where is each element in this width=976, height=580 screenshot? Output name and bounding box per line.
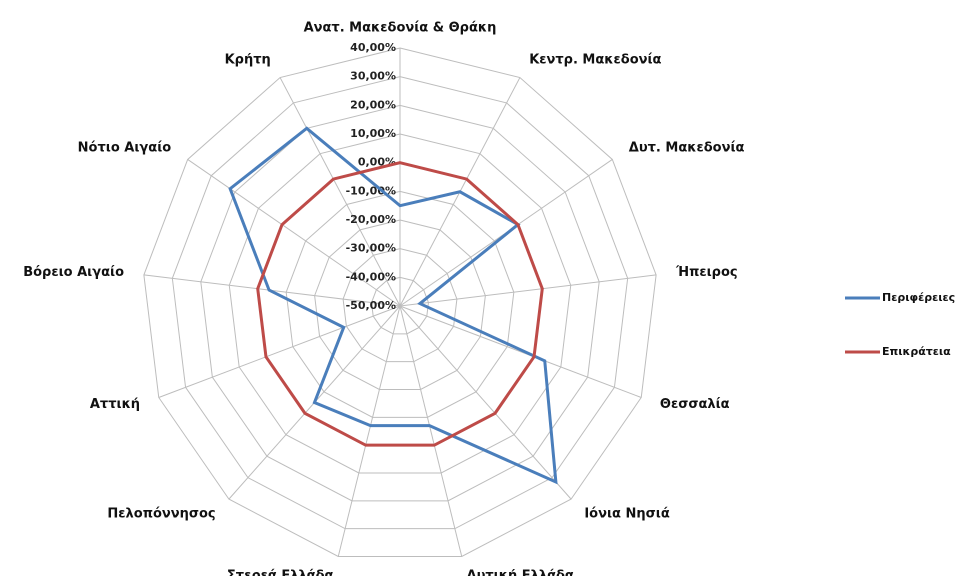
- category-label: Βόρειο Αιγαίο: [23, 265, 124, 280]
- y-tick-label: 20,00%: [350, 98, 396, 111]
- spoke: [158, 305, 401, 398]
- grid-line: [143, 47, 657, 558]
- grid-line: [228, 133, 572, 474]
- grid-line: [371, 276, 429, 335]
- spoke: [399, 305, 572, 500]
- grid-line: [171, 76, 629, 530]
- y-tick-label: 0,00%: [358, 156, 396, 169]
- y-tick-label: -10,00%: [346, 184, 396, 197]
- spoke: [187, 159, 401, 307]
- series-line: [256, 161, 544, 447]
- category-label: Ήπειρος: [675, 265, 738, 280]
- spoke: [279, 77, 401, 307]
- legend-label: Επικράτεια: [882, 345, 951, 358]
- y-tick-label: 30,00%: [350, 70, 396, 83]
- category-label: Νότιο Αιγαίο: [78, 141, 172, 156]
- category-label: Ανατ. Μακεδονία & Θράκη: [304, 21, 497, 36]
- category-label: Αττική: [90, 397, 140, 412]
- grid-line: [200, 104, 600, 502]
- category-label: Κρήτη: [225, 52, 271, 67]
- grid-line: [314, 219, 486, 391]
- category-label: Δυτική Ελλάδα: [467, 568, 574, 576]
- y-tick-label: -20,00%: [346, 213, 396, 226]
- y-tick-label: 10,00%: [350, 127, 396, 140]
- category-label: Δυτ. Μακεδονία: [629, 141, 745, 156]
- series-line: [228, 126, 558, 485]
- category-label: Θεσσαλία: [660, 397, 730, 412]
- legend-label: Περιφέρειες: [882, 291, 955, 304]
- spoke: [399, 274, 657, 307]
- grid-line: [285, 190, 515, 418]
- category-label: Ιόνια Νησιά: [584, 507, 669, 522]
- y-tick-label: -30,00%: [346, 242, 396, 255]
- category-label: Στερεά Ελλάδα: [227, 568, 334, 576]
- spoke: [399, 305, 463, 557]
- category-label: Κεντρ. Μακεδονία: [529, 52, 661, 67]
- category-label: Πελοπόννησος: [107, 507, 215, 522]
- y-tick-label: -50,00%: [346, 299, 396, 312]
- grid-line: [342, 248, 458, 363]
- spoke: [337, 305, 401, 557]
- spoke: [399, 305, 642, 398]
- y-tick-label: -40,00%: [346, 270, 396, 283]
- y-tick-label: 40,00%: [350, 41, 396, 54]
